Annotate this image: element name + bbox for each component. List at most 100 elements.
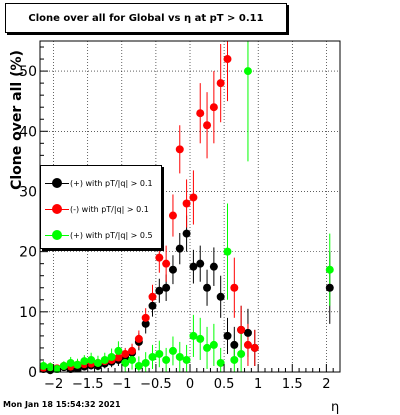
data-point-series-2	[39, 361, 48, 370]
legend: (+) with pT/|q| > 0.1 (-) with pT/|q| > …	[40, 165, 162, 249]
data-point-series-2	[107, 352, 116, 361]
data-point-series-0	[175, 244, 184, 253]
data-point-series-2	[230, 355, 239, 364]
legend-marker-black	[45, 178, 69, 188]
data-point-series-0	[155, 286, 164, 295]
data-point-series-2	[189, 331, 198, 340]
data-point-series-1	[128, 346, 137, 355]
data-point-series-0	[168, 265, 177, 274]
x-tick-label: −1	[112, 377, 131, 392]
data-point-series-1	[114, 353, 123, 362]
data-point-series-2	[162, 355, 171, 364]
x-tick-label: 2	[322, 377, 330, 392]
data-point-series-2	[134, 361, 143, 370]
data-point-series-1	[134, 334, 143, 343]
data-point-series-1	[148, 292, 157, 301]
data-point-series-2	[80, 357, 89, 366]
data-point-series-1	[209, 103, 218, 112]
x-tick-label: 0.5	[214, 377, 235, 392]
x-axis-label: η	[331, 400, 340, 415]
data-point-series-0	[141, 319, 150, 328]
data-point-series-2	[128, 355, 137, 364]
data-point-series-1	[168, 211, 177, 220]
data-point-series-2	[121, 358, 130, 367]
legend-entry-black: (+) with pT/|q| > 0.1	[41, 176, 153, 190]
data-point-series-1	[141, 313, 150, 322]
y-tick-label: 20	[19, 245, 37, 261]
data-point-series-0	[325, 283, 334, 292]
chart-title: Clone over all for Global vs η at pT > 0…	[5, 3, 287, 33]
data-point-series-2	[237, 349, 246, 358]
x-tick-label: −0.5	[140, 377, 172, 392]
data-point-series-2	[182, 355, 191, 364]
data-point-series-2	[203, 343, 212, 352]
data-point-series-1	[189, 193, 198, 202]
data-point-series-1	[230, 283, 239, 292]
legend-label: (+) with pT/|q| > 0.1	[70, 178, 153, 188]
data-point-series-0	[223, 331, 232, 340]
y-axis-label: Clone over all (%)	[9, 50, 25, 190]
data-point-series-2	[141, 358, 150, 367]
data-point-series-0	[216, 292, 225, 301]
data-point-series-0	[148, 301, 157, 310]
data-point-series-0	[209, 262, 218, 271]
data-point-series-2	[93, 358, 102, 367]
y-tick-label: 40	[19, 124, 37, 140]
data-point-series-1	[175, 145, 184, 154]
data-point-series-2	[114, 346, 123, 355]
data-point-series-2	[168, 346, 177, 355]
data-point-series-1	[203, 121, 212, 130]
legend-entry-green: (+) with pT/|q| > 0.5	[41, 228, 153, 242]
data-point-series-2	[196, 334, 205, 343]
data-point-series-2	[243, 67, 252, 76]
data-point-series-2	[100, 355, 109, 364]
data-point-series-1	[155, 253, 164, 262]
data-point-series-2	[148, 352, 157, 361]
y-tick-label: 30	[19, 184, 37, 200]
data-point-series-1	[196, 109, 205, 118]
data-point-series-0	[243, 328, 252, 337]
data-point-series-1	[182, 199, 191, 208]
y-tick-label: 0	[28, 365, 37, 381]
data-point-series-2	[223, 247, 232, 256]
data-point-series-2	[53, 364, 62, 373]
data-point-series-2	[46, 363, 55, 372]
data-point-series-1	[250, 343, 259, 352]
data-point-series-2	[73, 360, 82, 369]
data-point-series-1	[223, 55, 232, 64]
data-point-series-0	[162, 283, 171, 292]
legend-label: (+) with pT/|q| > 0.5	[70, 230, 153, 240]
data-point-series-0	[203, 283, 212, 292]
data-point-series-1	[162, 259, 171, 268]
x-tick-label: −2	[44, 377, 63, 392]
data-point-series-1	[237, 325, 246, 334]
data-point-series-1	[243, 340, 252, 349]
legend-entry-red: (-) with pT/|q| > 0.1	[41, 202, 149, 216]
data-point-series-2	[66, 358, 75, 367]
data-point-series-2	[175, 352, 184, 361]
points-layer	[39, 55, 334, 375]
data-point-series-2	[216, 358, 225, 367]
y-tick-label: 50	[19, 64, 37, 80]
data-point-series-1	[216, 79, 225, 88]
data-point-series-2	[155, 349, 164, 358]
data-point-series-2	[59, 361, 68, 370]
x-tick-label: 0	[186, 377, 194, 392]
y-tick-label: 10	[19, 305, 37, 321]
legend-marker-green	[45, 230, 69, 240]
data-point-series-0	[182, 229, 191, 238]
data-point-series-2	[87, 355, 96, 364]
data-point-series-0	[196, 259, 205, 268]
data-point-series-1	[121, 349, 130, 358]
timestamp: Mon Jan 18 15:54:32 2021	[3, 400, 121, 409]
data-point-series-0	[189, 262, 198, 271]
data-point-series-2	[325, 265, 334, 274]
x-tick-label: 1.5	[282, 377, 303, 392]
x-tick-label: −1.5	[72, 377, 104, 392]
data-point-series-0	[230, 340, 239, 349]
x-tick-label: 1	[254, 377, 262, 392]
legend-marker-red	[45, 204, 69, 214]
legend-label: (-) with pT/|q| > 0.1	[70, 204, 149, 214]
